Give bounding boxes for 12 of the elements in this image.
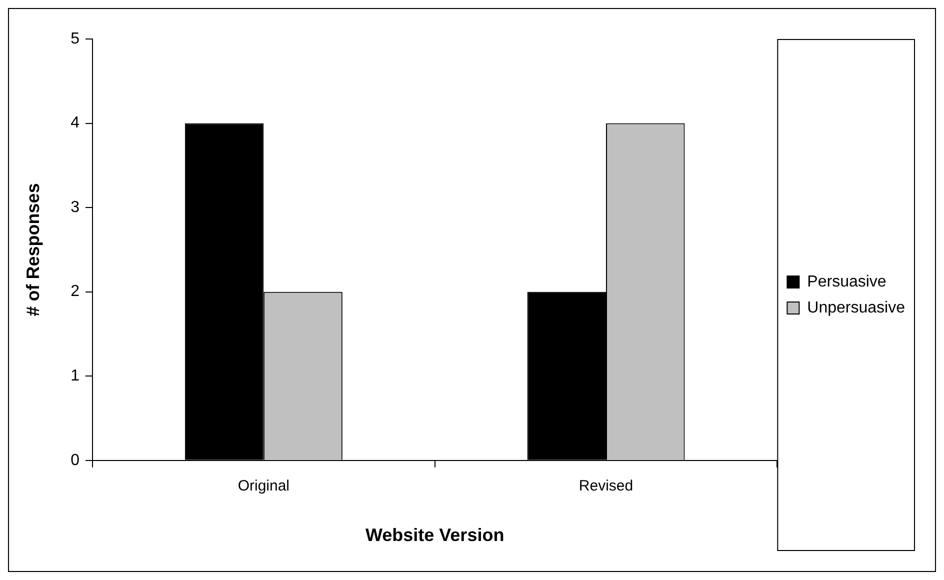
y-tick-label: 5 — [70, 30, 80, 48]
y-axis-title: # of Responses — [22, 183, 43, 316]
y-tick-label: 1 — [70, 368, 80, 385]
y-tick-label: 4 — [70, 114, 80, 132]
y-tick-label: 2 — [70, 283, 80, 300]
y-tick-label: 3 — [70, 198, 80, 216]
x-tick-label: Revised — [578, 478, 634, 495]
x-axis-title: Website Version — [365, 525, 504, 546]
legend-label: Persuasive — [807, 273, 886, 290]
legend-label: Unpersuasive — [807, 299, 906, 316]
x-tick-label: Original — [238, 478, 290, 495]
y-tick-label: 0 — [70, 452, 80, 469]
